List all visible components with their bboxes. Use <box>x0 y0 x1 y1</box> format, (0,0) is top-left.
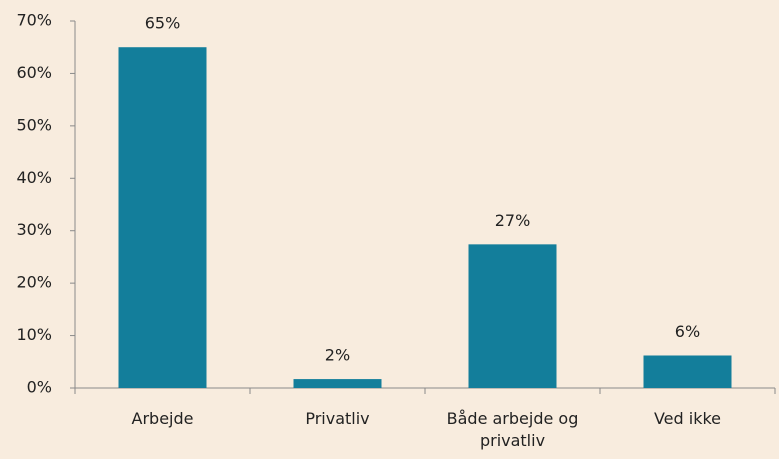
bar <box>118 47 207 388</box>
bar <box>468 244 557 388</box>
data-label: 2% <box>325 346 350 365</box>
bar <box>643 355 732 388</box>
y-tick-label: 40% <box>16 168 52 187</box>
x-tick-label: Privatliv <box>305 409 370 428</box>
y-tick-label: 50% <box>16 115 52 134</box>
y-tick-label: 0% <box>27 378 52 397</box>
data-label: 6% <box>675 322 700 341</box>
x-tick-label: Ved ikke <box>653 409 722 428</box>
bar <box>293 379 382 388</box>
data-label: 27% <box>495 211 531 230</box>
x-tick-label: Både arbejde og privatliv <box>446 409 579 450</box>
y-tick-label: 30% <box>16 220 52 239</box>
data-label: 65% <box>145 14 181 33</box>
y-tick-label: 10% <box>16 325 52 344</box>
y-tick-label: 20% <box>16 273 52 292</box>
y-tick-label: 60% <box>16 63 52 82</box>
x-tick-label: Arbejde <box>131 409 194 428</box>
y-tick-label: 70% <box>16 11 52 30</box>
